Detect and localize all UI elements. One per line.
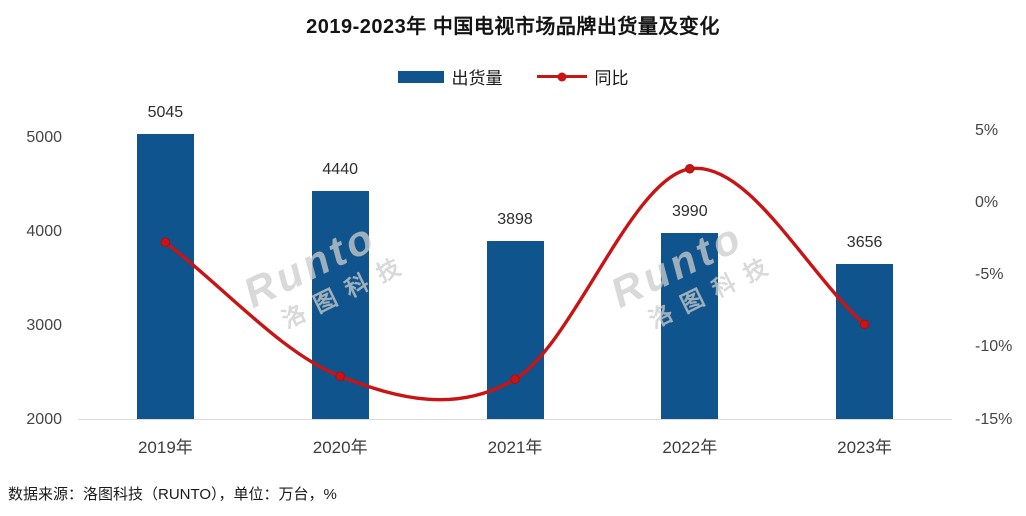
x-axis-label: 2019年 xyxy=(137,438,193,457)
bar xyxy=(661,232,719,420)
chart-title: 2019-2023年 中国电视市场品牌出货量及变化 xyxy=(306,16,720,38)
y-axis-tick-right: -10% xyxy=(975,338,1013,356)
y-axis-tick-right: -15% xyxy=(975,410,1013,428)
legend-label-shipments: 出货量 xyxy=(451,69,503,88)
legend-item-yoy: 同比 xyxy=(536,64,629,89)
x-axis-label: 2022年 xyxy=(662,438,718,457)
y-axis-tick-right: 0% xyxy=(975,194,999,212)
bar-value-label: 5045 xyxy=(147,103,184,121)
x-axis-line xyxy=(78,419,952,420)
y-axis-tick-left: 3000 xyxy=(26,316,62,334)
x-axis-label: 2023年 xyxy=(837,438,892,457)
y-axis-tick-right: 5% xyxy=(975,122,999,140)
bar-value-label: 3898 xyxy=(497,211,533,229)
legend-label-yoy: 同比 xyxy=(594,69,629,88)
y-axis-tick-right: -5% xyxy=(975,266,1004,284)
trend-point xyxy=(685,163,695,174)
bar-series-swatch-icon xyxy=(397,70,444,83)
y-axis-tick-left: 2000 xyxy=(26,410,62,428)
y-axis-tick-left: 5000 xyxy=(26,129,62,146)
chart-legend: 出货量 同比 xyxy=(0,64,1026,89)
legend-item-shipments: 出货量 xyxy=(397,64,503,89)
source-note: 数据来源：洛图科技（RUNTO），单位：万台，% xyxy=(8,486,337,503)
x-axis-label: 2020年 xyxy=(312,438,368,457)
bar xyxy=(136,133,194,420)
x-axis-label: 2021年 xyxy=(487,438,543,457)
bar xyxy=(311,190,369,420)
line-series-swatch-icon xyxy=(536,72,587,81)
bar-value-label: 3656 xyxy=(846,234,883,252)
bar-value-label: 4440 xyxy=(322,160,358,178)
bar xyxy=(836,264,894,420)
y-axis-tick-left: 4000 xyxy=(26,222,62,240)
line-swatch-dot-icon xyxy=(557,72,566,81)
bar xyxy=(486,241,544,420)
bar-value-label: 3990 xyxy=(672,202,708,220)
